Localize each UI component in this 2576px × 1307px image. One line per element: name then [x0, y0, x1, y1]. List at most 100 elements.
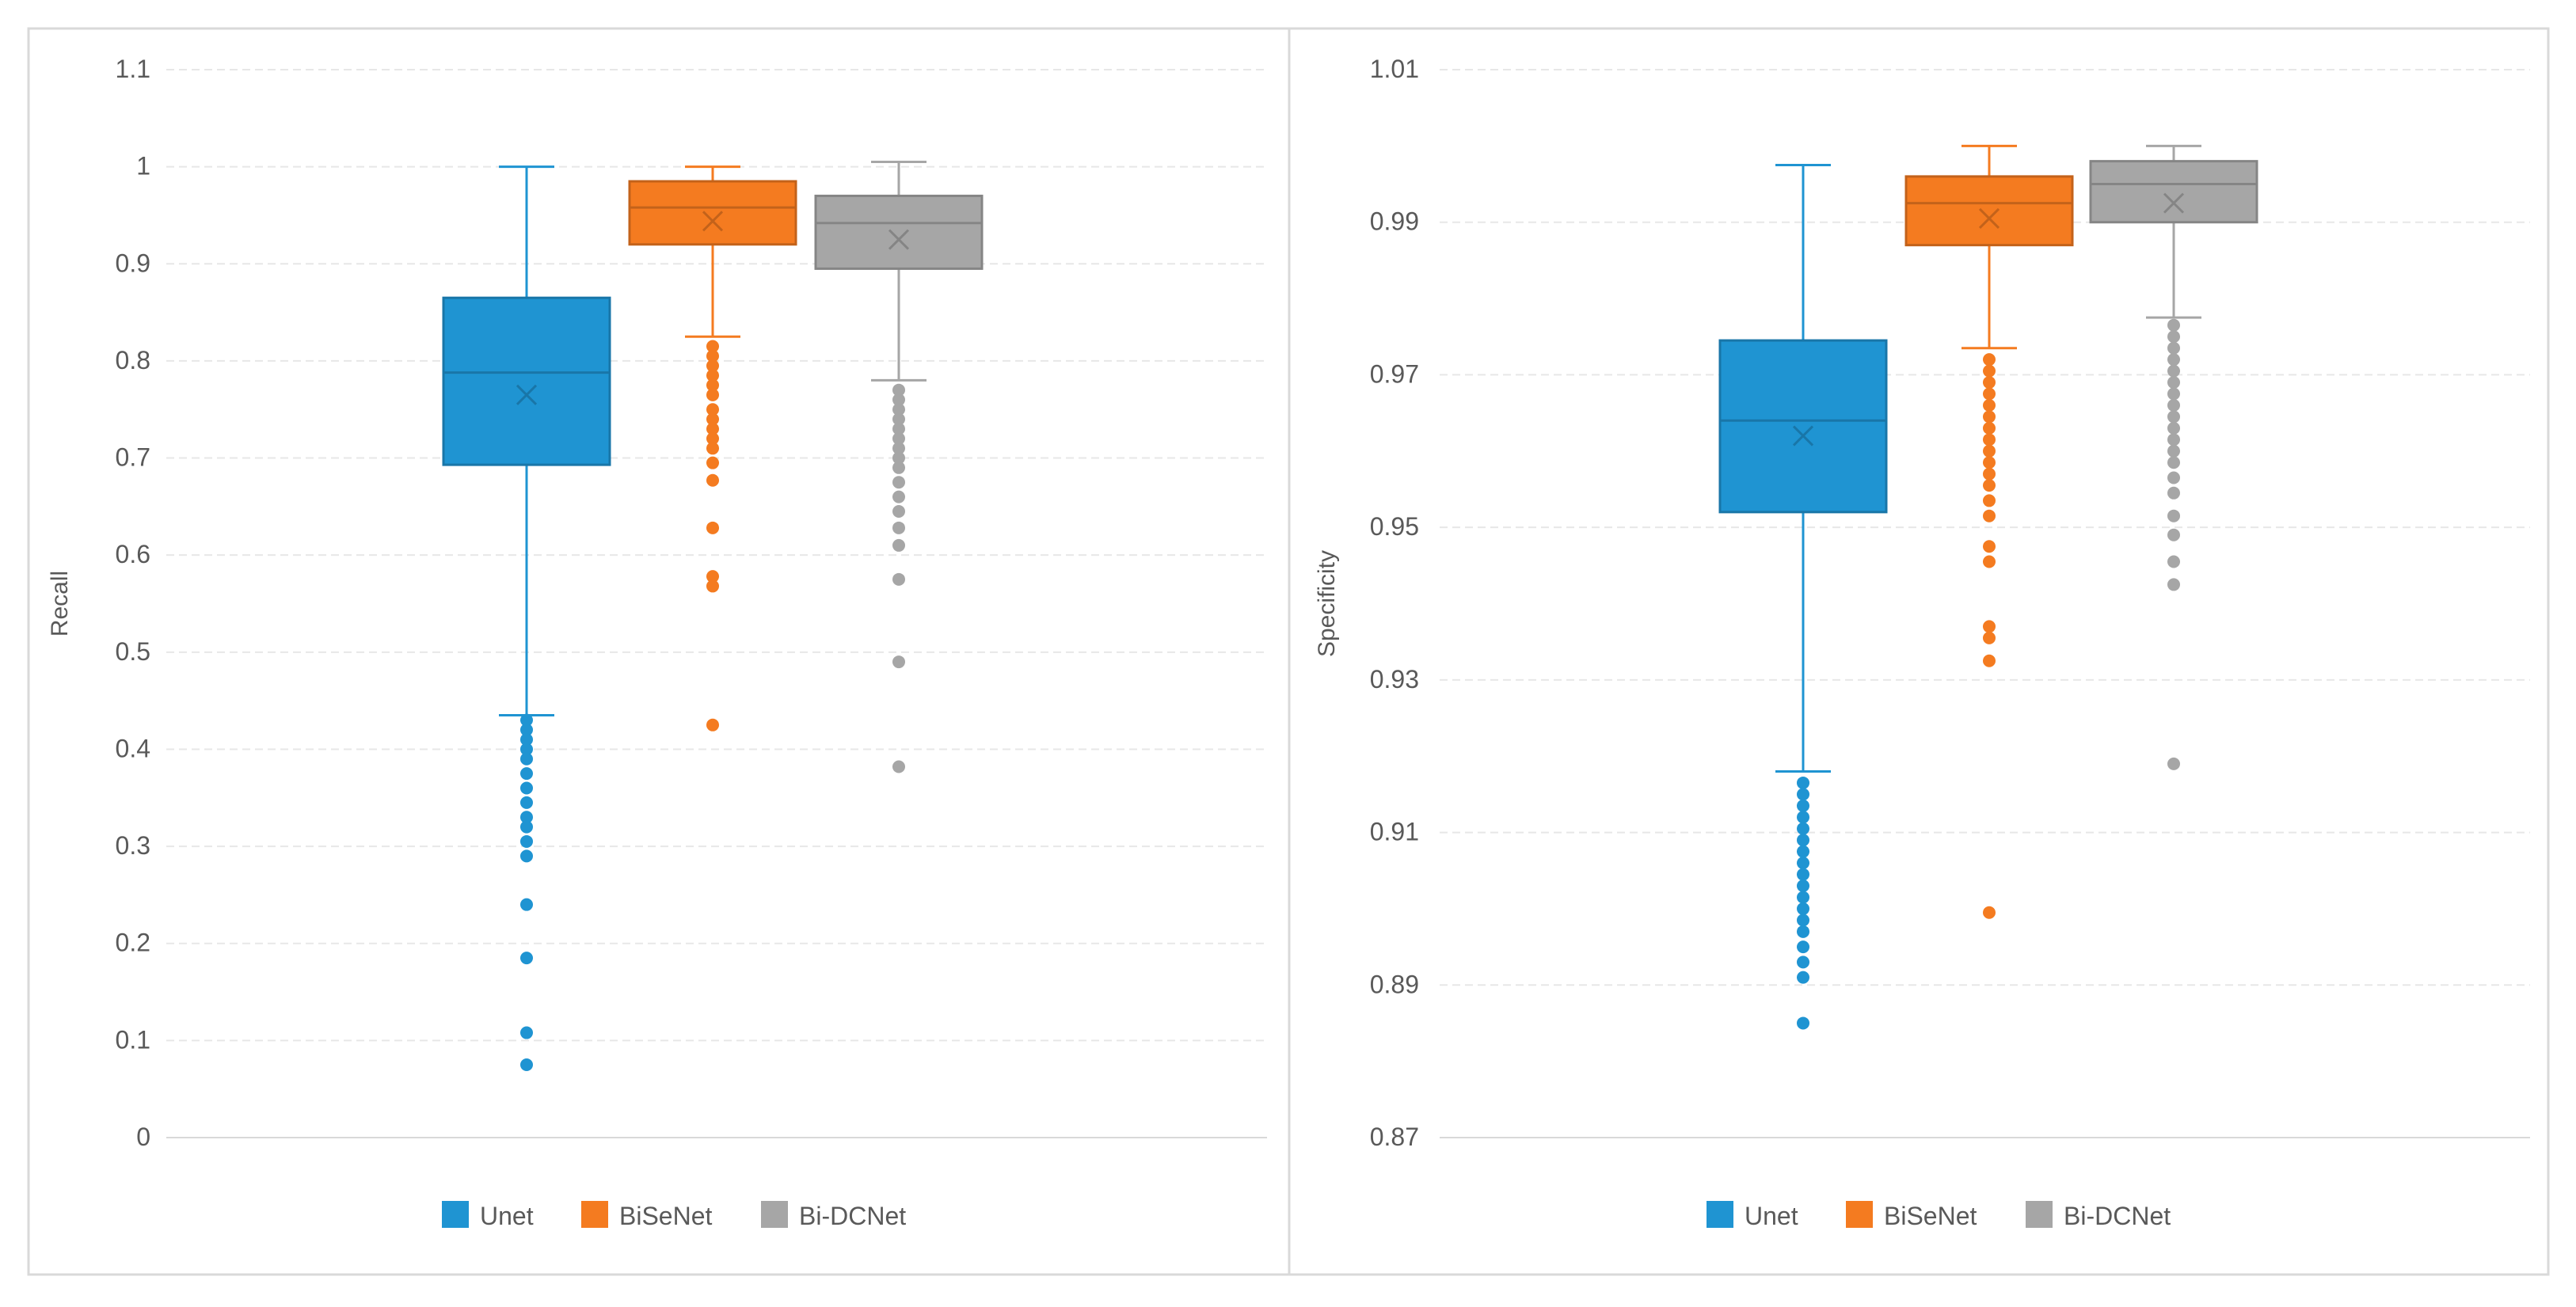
box-bi-dcnet [814, 161, 984, 773]
outlier-point [1797, 880, 1809, 893]
outlier-point [520, 767, 533, 781]
legend-item-unet: Unet [1707, 1201, 1798, 1230]
outlier-point [706, 456, 719, 469]
y-tick-labels: 0.87 0.89 0.91 0.93 0.95 0.97 0.99 1.01 [1370, 55, 1419, 1151]
outlier-point [2167, 398, 2180, 412]
outlier-point [892, 461, 905, 474]
outlier-point [706, 570, 719, 583]
outlier-point [1983, 353, 1996, 367]
y-tick-label: 1 [136, 152, 150, 180]
legend-label: BiSeNet [619, 1202, 713, 1230]
y-axis-label: Recall [47, 571, 73, 636]
box-bisenet [628, 165, 797, 731]
outlier-point [1983, 479, 1996, 492]
y-axis-label: Specificity [1314, 550, 1340, 657]
outlier-point [520, 811, 533, 824]
outlier-point [1983, 620, 1996, 633]
outlier-point [520, 723, 533, 736]
outlier-point [892, 412, 905, 426]
mean-marker [1978, 207, 2000, 229]
outlier-point [1797, 971, 1809, 984]
outlier-point [892, 572, 905, 586]
outlier-point [892, 655, 905, 669]
y-tick-label: 0.99 [1370, 207, 1419, 236]
outlier-point [520, 952, 533, 965]
outlier-point [1797, 799, 1809, 812]
outlier-point [706, 378, 719, 392]
outlier-point [892, 383, 905, 397]
box-body [1718, 339, 1888, 514]
outlier-point [706, 579, 719, 593]
outlier-point [1797, 845, 1809, 858]
y-tick-label: 0.89 [1370, 970, 1419, 998]
outlier-point [2167, 555, 2180, 568]
outlier-point [1797, 940, 1809, 954]
outlier-point [1983, 467, 1996, 481]
outlier-point [2167, 341, 2180, 355]
outlier-point [1983, 398, 1996, 412]
outlier-point [2167, 456, 2180, 469]
box-body [628, 180, 797, 246]
outlier-point [892, 521, 905, 534]
outlier-point [1797, 891, 1809, 904]
outlier-point [892, 476, 905, 489]
outlier-point [1983, 654, 1996, 667]
chart-panel-specificity: 0.87 0.89 0.91 0.93 0.95 0.97 0.99 1.01 Specifi… [1288, 27, 2550, 1276]
y-tick-label: 0.1 [116, 1025, 150, 1054]
y-tick-label: 0.3 [116, 831, 150, 860]
outlier-point [2167, 444, 2180, 458]
outlier-point [892, 432, 905, 446]
y-tick-label: 0.93 [1370, 665, 1419, 693]
outlier-point [706, 422, 719, 435]
outlier-point [2167, 509, 2180, 522]
outlier-point [2167, 433, 2180, 446]
outlier-point [1983, 444, 1996, 458]
outlier-point [706, 442, 719, 455]
outlier-point [2167, 376, 2180, 389]
y-tick-label: 0.97 [1370, 359, 1419, 388]
outlier-point [2167, 353, 2180, 367]
outlier-point [520, 733, 533, 747]
outlier-point [1983, 456, 1996, 469]
legend-label: Bi-DCNet [2064, 1202, 2171, 1230]
outlier-point [2167, 757, 2180, 770]
legend-swatch [1707, 1201, 1733, 1228]
outlier-point [706, 388, 719, 401]
y-tick-label: 1.01 [1370, 55, 1419, 83]
outlier-point [892, 538, 905, 552]
outlier-point [1983, 387, 1996, 401]
mean-marker [516, 384, 538, 405]
chart-panel-recall: 00.10.20.30.40.50.60.70.80.911.1 Recall … [27, 27, 1291, 1276]
legend-item-bisenet: BiSeNet [1846, 1201, 1977, 1230]
box-body [442, 296, 611, 466]
y-tick-label: 0.4 [116, 734, 150, 762]
outlier-point [2167, 364, 2180, 378]
outlier-point [892, 451, 905, 465]
legend-swatch [761, 1201, 788, 1228]
outlier-point [520, 796, 533, 809]
legend-label: BiSeNet [1884, 1202, 1977, 1230]
outlier-point [892, 422, 905, 435]
legend-label: Unet [1745, 1202, 1798, 1230]
legend-item-bi-dcnet: Bi-DCNet [2026, 1201, 2171, 1230]
mean-marker [1792, 425, 1814, 446]
outlier-point [892, 504, 905, 518]
outlier-point [892, 490, 905, 503]
outlier-point [706, 359, 719, 373]
outlier-point [1983, 494, 1996, 507]
outlier-point [2167, 330, 2180, 344]
outlier-point [2167, 528, 2180, 541]
legend-swatch [1846, 1201, 1873, 1228]
y-tick-label: 0.95 [1370, 512, 1419, 541]
outlier-point [520, 781, 533, 795]
outlier-point [892, 442, 905, 455]
outlier-point [520, 743, 533, 756]
outlier-point [2167, 421, 2180, 435]
outlier-point [1983, 509, 1996, 522]
legend: Unet BiSeNet Bi-DCNet [1707, 1201, 2171, 1230]
outlier-point [1983, 421, 1996, 435]
y-tick-label: 0.91 [1370, 818, 1419, 846]
outlier-point [1797, 902, 1809, 915]
box-unet [442, 165, 611, 1072]
